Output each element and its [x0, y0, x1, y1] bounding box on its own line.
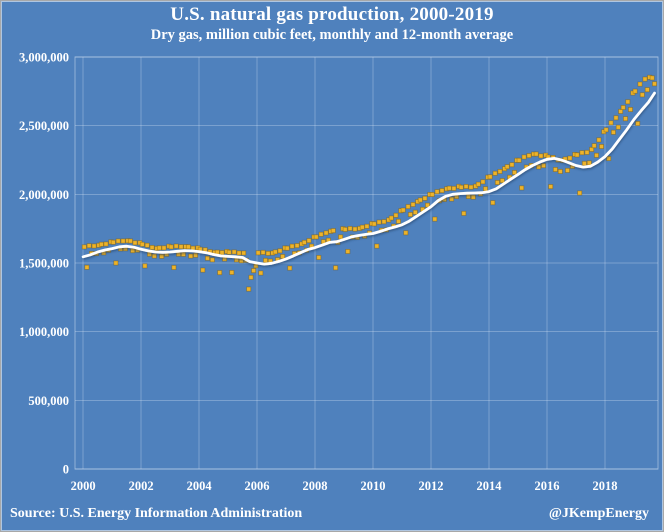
x-tick-label: 2004	[187, 479, 213, 493]
y-axis-labels: 0 500,000 1,000,000 1,500,000 2,000,000 2,500…	[19, 51, 69, 477]
chart-title: U.S. natural gas production, 2000-2019	[170, 4, 494, 25]
credit-text: @JKempEnergy	[548, 506, 649, 521]
y-tick-label: 1,000,000	[19, 325, 69, 339]
x-tick-label: 2018	[592, 479, 617, 493]
x-tick-label: 2010	[361, 479, 386, 493]
x-tick-label: 2016	[534, 479, 559, 493]
y-tick-label: 3,000,000	[19, 51, 69, 65]
y-tick-label: 2,000,000	[19, 188, 69, 202]
x-tick-label: 2008	[303, 479, 328, 493]
y-tick-label: 0	[63, 463, 69, 477]
y-tick-label: 500,000	[28, 394, 69, 408]
x-tick-label: 2012	[419, 479, 444, 493]
average-line-series	[81, 91, 656, 266]
x-tick-label: 2002	[129, 479, 154, 493]
x-axis-labels: 2000 2002 2004 2006 2008 2010 2012 2014 2016 2018	[71, 479, 618, 493]
chart-subtitle: Dry gas, million cubic feet, monthly and…	[150, 27, 514, 43]
x-tick-label: 2006	[245, 479, 270, 493]
x-tick-label: 2014	[476, 479, 502, 493]
source-text: Source: U.S. Energy Information Administ…	[10, 506, 303, 521]
monthly-scatter-series	[81, 74, 658, 292]
gridlines	[75, 56, 658, 470]
plot-border	[74, 56, 659, 470]
y-tick-label: 2,500,000	[19, 119, 69, 133]
y-tick-label: 1,500,000	[19, 257, 69, 271]
x-tick-label: 2000	[71, 479, 96, 493]
